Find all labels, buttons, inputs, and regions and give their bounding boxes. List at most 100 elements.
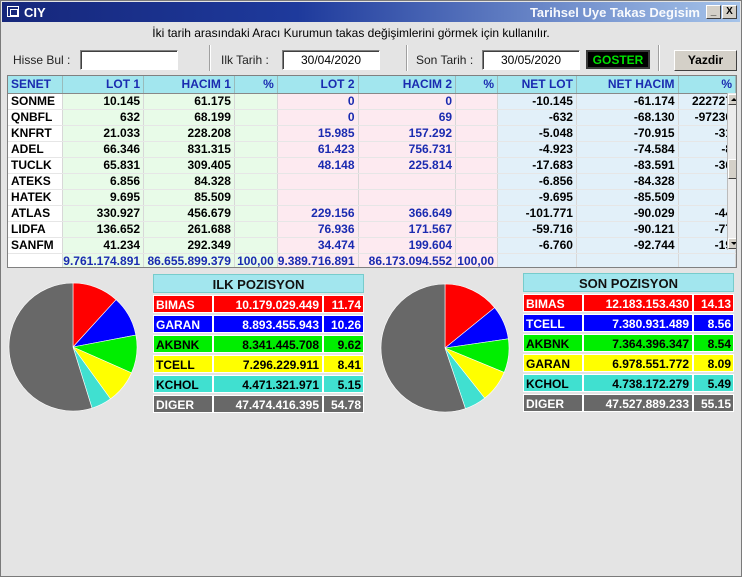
column-header-senet[interactable]: SENET	[8, 76, 64, 94]
ilk-tarih-field[interactable]: 30/04/2020	[282, 50, 380, 70]
cell-pct3	[678, 189, 736, 206]
position-percent: 8.54	[693, 334, 734, 352]
cell-hacim1: 228.208	[143, 125, 235, 142]
title-bar[interactable]: CIY Tarihsel Uye Takas Degisim _ X	[2, 2, 740, 22]
vertical-scrollbar[interactable]	[727, 93, 736, 250]
table-row[interactable]: ADEL 66.346 831.315 61.423 756.731 -4.923 -74.…	[8, 141, 736, 158]
cell-lot2: 0	[277, 93, 359, 110]
table-row[interactable]: LIDFA 136.652 261.688 76.936 171.567 -59.716-…	[8, 221, 736, 238]
cell-lot1: 632	[62, 109, 145, 126]
cell-lot2: 34.474	[277, 237, 359, 254]
column-header-lot2[interactable]: LOT 2	[277, 76, 359, 94]
total-cell-netlot	[497, 253, 577, 267]
cell-hacim1: 261.688	[143, 221, 235, 238]
column-header-hacim2[interactable]: HACIM 2	[358, 76, 457, 94]
cell-netlot: -6.760	[497, 237, 577, 254]
position-row[interactable]: KCHOL 4.471.321.971 5.15	[153, 375, 364, 393]
position-row[interactable]: DIGER 47.527.889.233 55.15	[523, 394, 734, 412]
column-header-netlot[interactable]: NET LOT	[497, 76, 577, 94]
position-symbol: AKBNK	[153, 335, 213, 353]
scroll-thumb[interactable]	[728, 159, 736, 179]
column-header-pct2[interactable]: %	[455, 76, 498, 94]
cell-lot1: 9.695	[62, 189, 145, 206]
son-tarih-field[interactable]: 30/05/2020	[482, 50, 580, 70]
position-row[interactable]: BIMAS 12.183.153.430 14.13	[523, 294, 734, 312]
cell-pct1	[234, 125, 278, 142]
position-value: 47.527.889.233	[583, 394, 693, 412]
cell-hacim1: 61.175	[143, 93, 235, 110]
close-button[interactable]: X	[722, 5, 737, 19]
cell-hacim2: 157.292	[358, 125, 457, 142]
table-row[interactable]: TUCLK 65.831 309.405 48.148 225.814 -17.683 -8…	[8, 157, 736, 174]
symbol-cell: HATEK	[8, 189, 64, 206]
window-title: CIY	[24, 5, 46, 20]
position-symbol: GARAN	[523, 354, 583, 372]
column-header-nethacim[interactable]: NET HACIM	[576, 76, 679, 94]
cell-pct1	[234, 189, 278, 206]
table-row[interactable]: SANFM 41.234 292.349 34.474 199.604 -6.760 -92…	[8, 237, 736, 254]
cell-pct3: 222727	[678, 93, 736, 110]
son-pozisyon-pie-chart	[380, 283, 510, 413]
position-row[interactable]: GARAN 8.893.455.943 10.26	[153, 315, 364, 333]
total-cell-nethacim	[576, 253, 679, 267]
column-header-pct3[interactable]: %	[678, 76, 736, 94]
hisse-search-input[interactable]	[80, 50, 178, 70]
table-row[interactable]: KNFRT 21.033 228.208 15.985 157.292 -5.048 -70…	[8, 125, 736, 142]
grid-table: SENET LOT 1 HACIM 1% LOT 2 HACIM 2% NET LOT NE…	[8, 76, 736, 267]
position-row[interactable]: AKBNK 8.341.445.708 9.62	[153, 335, 364, 353]
position-row[interactable]: GARAN 6.978.551.772 8.09	[523, 354, 734, 372]
goster-button[interactable]: GOSTER	[586, 50, 650, 69]
pie-slice-diger	[380, 283, 466, 413]
cell-hacim2: 366.649	[358, 205, 457, 222]
cell-hacim1: 456.679	[143, 205, 235, 222]
cell-pct2	[455, 205, 498, 222]
cell-pct1	[234, 157, 278, 174]
position-row[interactable]: BIMAS 10.179.029.449 11.74	[153, 295, 364, 313]
table-row[interactable]: SONME 10.145 61.175 0 0 -10.145 -61.174 222727	[8, 93, 736, 110]
table-row[interactable]: ATEKS 6.856 84.328 -6.856 -84.328	[8, 173, 736, 190]
minimize-button[interactable]: _	[706, 5, 721, 19]
position-row[interactable]: TCELL 7.380.931.489 8.56	[523, 314, 734, 332]
cell-hacim2: 69	[358, 109, 457, 126]
cell-hacim1: 68.199	[143, 109, 235, 126]
cell-pct2	[455, 125, 498, 142]
table-row[interactable]: QNBFL 632 68.199 0 69 -632 -68.130 -97230	[8, 109, 736, 126]
scroll-down-icon[interactable]	[728, 238, 736, 249]
cell-hacim2: 199.604	[358, 237, 457, 254]
cell-lot2: 0	[277, 109, 359, 126]
total-cell-pct1: 100,00	[234, 253, 278, 267]
column-header-lot1[interactable]: LOT 1	[62, 76, 145, 94]
position-symbol: KCHOL	[153, 375, 213, 393]
position-value: 7.380.931.489	[583, 314, 693, 332]
symbol-cell: KNFRT	[8, 125, 64, 142]
cell-nethacim: -68.130	[576, 109, 679, 126]
son-pozisyon-title: SON POZISYON	[523, 273, 734, 292]
separator	[406, 45, 408, 71]
cell-hacim2	[358, 173, 457, 190]
window-icon	[7, 6, 19, 17]
position-row[interactable]: KCHOL 4.738.172.279 5.49	[523, 374, 734, 392]
yazdir-button[interactable]: Yazdir	[674, 50, 737, 71]
position-percent: 8.09	[693, 354, 734, 372]
cell-nethacim: -92.744	[576, 237, 679, 254]
total-cell-pct3	[678, 253, 736, 267]
position-row[interactable]: TCELL 7.296.229.911 8.41	[153, 355, 364, 373]
position-percent: 8.41	[323, 355, 364, 373]
position-value: 8.341.445.708	[213, 335, 323, 353]
cell-pct3: -44	[678, 205, 736, 222]
column-header-pct1[interactable]: %	[234, 76, 278, 94]
position-percent: 9.62	[323, 335, 364, 353]
position-row[interactable]: DIGER 47.474.416.395 54.78	[153, 395, 364, 413]
table-row[interactable]: HATEK 9.695 85.509 -9.695 -85.509	[8, 189, 736, 206]
totals-row: 9.761.174.891 86.655.899.379 100,00 9.389.7…	[8, 253, 736, 267]
scroll-up-icon[interactable]	[728, 94, 736, 105]
position-value: 8.893.455.943	[213, 315, 323, 333]
position-row[interactable]: AKBNK 7.364.396.347 8.54	[523, 334, 734, 352]
position-value: 7.296.229.911	[213, 355, 323, 373]
cell-pct2	[455, 109, 498, 126]
data-grid[interactable]: SENET LOT 1 HACIM 1% LOT 2 HACIM 2% NET LOT NE…	[7, 75, 737, 268]
column-header-hacim1[interactable]: HACIM 1	[143, 76, 235, 94]
table-row[interactable]: ATLAS 330.927 456.679 229.156 366.649 -101.77…	[8, 205, 736, 222]
separator	[658, 45, 660, 71]
